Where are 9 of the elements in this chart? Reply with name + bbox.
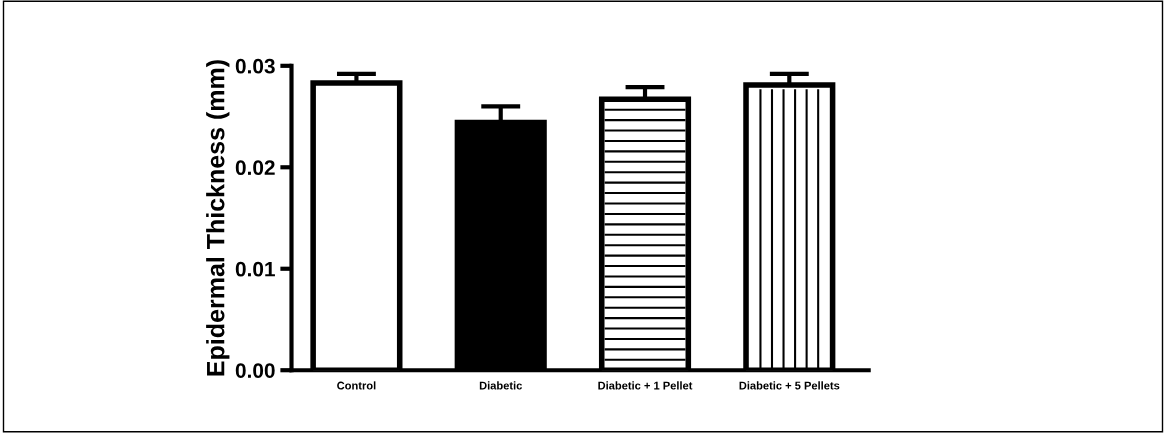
y-axis-title: Epidermal Thickness (mm) xyxy=(206,60,230,376)
x-tick-label: Diabetic + 5 Pellets xyxy=(739,381,840,390)
y-tick-label: 0.03 xyxy=(235,58,275,74)
x-tick-label: Diabetic xyxy=(479,381,523,390)
y-tick-label: 0.01 xyxy=(235,261,275,277)
x-tick-label: Diabetic + 1 Pellet xyxy=(598,381,693,390)
y-tick-label: 0.00 xyxy=(235,363,275,378)
y-tick-label: 0.02 xyxy=(235,160,275,176)
x-tick-label: Control xyxy=(337,381,376,390)
